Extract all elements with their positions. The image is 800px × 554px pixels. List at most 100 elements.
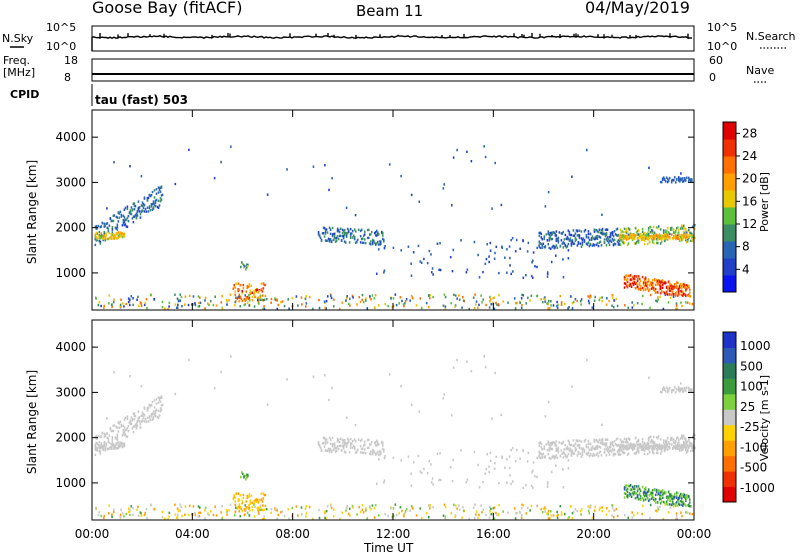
power-cell — [343, 240, 346, 243]
power-cell — [450, 301, 453, 305]
velocity-cell — [121, 434, 124, 437]
velocity-cell — [637, 451, 640, 454]
velocity-cell — [613, 509, 615, 512]
velocity-cell — [663, 447, 666, 450]
velocity-cell — [664, 447, 667, 451]
power-cell — [553, 231, 556, 235]
power-cell — [637, 239, 640, 242]
velocity-cell — [376, 450, 379, 454]
velocity-cell — [568, 443, 571, 446]
power-cell — [238, 288, 241, 292]
power-cell — [244, 294, 247, 297]
power-cell — [691, 235, 694, 239]
power-cell — [154, 204, 157, 208]
velocity-cell — [547, 442, 550, 446]
power-cell — [675, 307, 677, 310]
velocity-cell — [240, 507, 243, 511]
velocity-cell — [577, 452, 580, 455]
velocity-cell — [341, 444, 344, 448]
power-cell — [342, 237, 345, 240]
power-cell — [322, 226, 325, 229]
power-cell — [442, 187, 445, 190]
velocity-cell — [555, 440, 558, 443]
power-cell — [354, 241, 357, 244]
power-cell — [676, 226, 679, 229]
power-cell — [654, 287, 657, 291]
power-cell — [361, 237, 364, 240]
velocity-cell — [347, 512, 350, 516]
velocity-cell — [456, 358, 458, 362]
power-cell — [131, 208, 134, 211]
power-cell — [355, 240, 358, 244]
power-cell — [443, 183, 446, 186]
power-cell — [486, 243, 489, 246]
velocity-cell — [356, 448, 359, 452]
power-cell — [678, 239, 681, 242]
power-cell — [635, 231, 638, 234]
power-cell — [114, 226, 117, 229]
velocity-cell — [550, 514, 552, 517]
power-cell — [549, 247, 552, 250]
power-cell — [456, 148, 458, 152]
velocity-cell — [685, 441, 688, 444]
velocity-cell — [566, 455, 569, 458]
velocity-cell — [135, 425, 138, 429]
velocity-cell — [324, 449, 327, 452]
power-cell — [601, 229, 604, 232]
power-cell — [126, 207, 129, 211]
velocity-cell — [673, 495, 676, 499]
velocity-cell — [122, 444, 125, 448]
power-cell — [643, 285, 646, 288]
velocity-cell — [578, 446, 581, 450]
power-cell — [627, 274, 630, 278]
power-cell — [627, 233, 630, 236]
velocity-cell — [543, 456, 546, 459]
velocity-cell — [102, 446, 105, 449]
velocity-cell — [129, 421, 132, 424]
velocity-cell — [233, 496, 236, 499]
power-cell — [666, 226, 669, 230]
velocity-cell — [552, 514, 555, 517]
velocity-cell — [110, 447, 113, 450]
velocity-cell — [576, 509, 579, 513]
power-cell — [591, 244, 594, 248]
velocity-cell — [618, 445, 621, 448]
velocity-cell — [381, 441, 384, 445]
velocity-cell — [570, 443, 573, 447]
power-cell — [108, 224, 111, 227]
velocity-cell — [366, 438, 369, 442]
velocity-cell — [557, 451, 560, 454]
velocity-cell — [337, 447, 340, 451]
velocity-cell — [308, 505, 311, 509]
velocity-cell — [572, 439, 575, 442]
velocity-cell — [347, 440, 350, 443]
power-cell — [668, 293, 671, 296]
velocity-cell — [127, 425, 130, 428]
power-cell — [635, 281, 638, 285]
velocity-cell — [246, 494, 249, 498]
power-cell — [251, 295, 254, 299]
power-cell — [567, 229, 570, 232]
power-cell — [554, 254, 557, 257]
velocity-cell — [107, 437, 110, 440]
velocity-cell — [560, 513, 563, 516]
velocity-cell — [456, 507, 458, 510]
velocity-cell — [651, 451, 654, 454]
velocity-cell — [120, 508, 122, 511]
power-cell — [261, 290, 264, 293]
velocity-cell — [672, 505, 675, 508]
power-cell — [454, 294, 457, 297]
velocity-cell — [689, 441, 692, 445]
velocity-cell — [603, 448, 606, 451]
velocity-cell — [608, 449, 611, 453]
power-cell — [246, 301, 249, 304]
velocity-cell — [641, 446, 644, 450]
power-cell — [540, 232, 543, 236]
velocity-cell — [555, 447, 558, 450]
power-cell — [653, 231, 656, 235]
velocity-cell — [480, 504, 482, 507]
colorbar-swatch — [723, 347, 736, 364]
velocity-cell — [589, 452, 592, 456]
power-cell — [371, 241, 374, 244]
